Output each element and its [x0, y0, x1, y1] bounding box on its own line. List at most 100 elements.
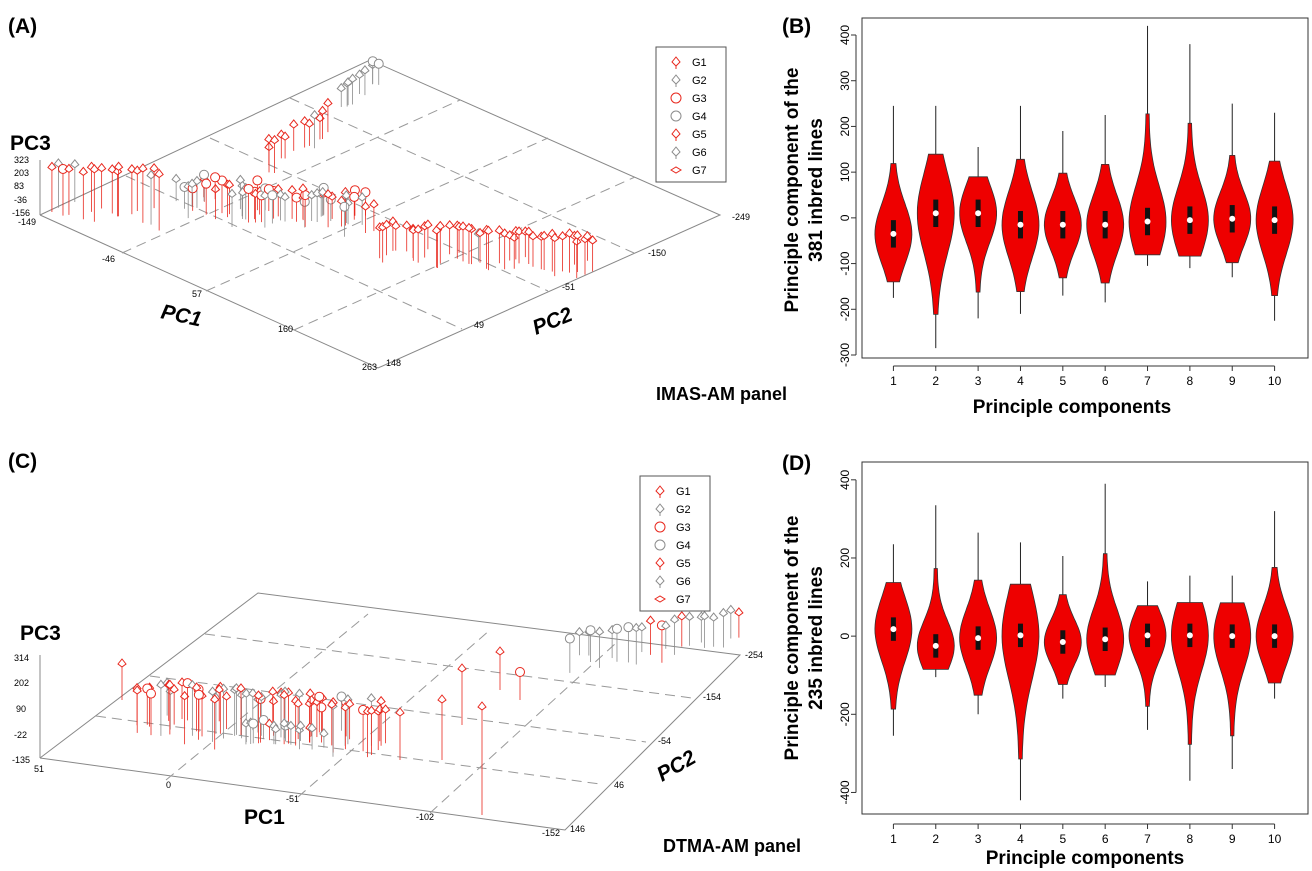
- violin: [1128, 581, 1167, 730]
- x-tick-label: 7: [1144, 832, 1151, 846]
- legend-entry: G3: [670, 92, 707, 105]
- panel-a-pc1-tick: -46: [102, 254, 115, 264]
- legend-label: G1: [692, 57, 707, 69]
- x-tick-label: 1: [890, 832, 897, 846]
- scatter-point: [572, 236, 582, 278]
- violin: [916, 505, 955, 678]
- scatter-point: [564, 633, 575, 673]
- panel-a-letter: (A): [8, 15, 37, 38]
- x-tick-label: 8: [1187, 374, 1194, 388]
- panel-c-pc3-label: PC3: [20, 622, 61, 645]
- panel-c-3d-box: [39, 592, 742, 831]
- scatter-point: [295, 720, 306, 741]
- y-tick-label: 300: [838, 70, 852, 90]
- scatter-point: [515, 667, 525, 700]
- violin-median: [1186, 632, 1193, 639]
- panel-c-pc1-tick: 51: [34, 764, 44, 774]
- scatter-point: [210, 172, 221, 200]
- scatter-point: [357, 192, 367, 225]
- x-tick-label: 4: [1017, 374, 1024, 388]
- panel-b-letter: (B): [782, 15, 811, 38]
- scatter-point: [304, 118, 315, 146]
- scatter-point: [248, 718, 259, 744]
- scatter-point: [317, 186, 328, 216]
- violin-body: [1086, 553, 1125, 676]
- violin: [1255, 112, 1294, 321]
- legend-label: G4: [676, 540, 691, 552]
- scatter-point: [699, 610, 710, 648]
- scatter-point: [149, 163, 159, 209]
- x-tick-label: 1: [890, 374, 897, 388]
- scatter-point: [235, 174, 246, 210]
- panel-c-gridlines: [95, 613, 693, 814]
- panel-a-pc1-tick: 263: [362, 362, 377, 372]
- panel-d-xlabel: Principle components: [986, 848, 1184, 869]
- scatter-point: [280, 131, 290, 159]
- legend-label: G6: [676, 576, 691, 588]
- panel-c-pc2-tick: 146: [570, 824, 585, 834]
- scatter-point: [327, 699, 337, 746]
- scatter-point: [528, 230, 538, 267]
- scatter-point: [509, 232, 519, 269]
- scatter-point: [319, 728, 329, 748]
- violin-median: [1144, 218, 1151, 225]
- scatter-point: [341, 190, 352, 224]
- violin-median: [975, 210, 982, 217]
- scatter-point: [47, 161, 57, 212]
- scatter-point: [289, 119, 299, 151]
- violin-body: [874, 582, 913, 710]
- scatter-point: [435, 220, 445, 264]
- panel-c-pc3-tick: -22: [14, 730, 27, 740]
- violin-body: [916, 153, 955, 315]
- legend-entry: G5: [671, 128, 707, 141]
- legend-entry: G1: [655, 485, 691, 498]
- violin-median: [1271, 217, 1278, 224]
- panel-d: (D) -400 -200 0 200 400 1 2 3 4 5 6 7 8 9 10 Principl…: [782, 452, 1309, 869]
- scatter-point: [236, 689, 247, 739]
- violin: [1086, 115, 1125, 303]
- panel-c-scatter: [117, 604, 744, 815]
- legend-label: G5: [676, 558, 691, 570]
- scatter-point: [236, 683, 246, 736]
- scatter-point: [293, 698, 303, 740]
- scatter-point: [495, 646, 505, 690]
- panel-a-pc1-tick: -149: [18, 217, 36, 227]
- legend-label: G4: [692, 111, 707, 123]
- scatter-point: [444, 220, 455, 255]
- x-tick-label: 10: [1268, 832, 1282, 846]
- legend-symbol: [671, 146, 681, 159]
- panel-d-letter: (D): [782, 452, 811, 475]
- legend-label: G7: [676, 594, 691, 606]
- scatter-point: [117, 658, 127, 700]
- scatter-point: [360, 65, 370, 96]
- scatter-point: [78, 166, 89, 220]
- scatter-point: [243, 183, 254, 223]
- panel-a-pc3-tick: -36: [14, 195, 27, 205]
- x-tick-label: 4: [1017, 832, 1024, 846]
- legend-symbol: [670, 110, 682, 122]
- scatter-point: [314, 691, 325, 733]
- scatter-point: [187, 178, 197, 207]
- x-tick-label: 6: [1102, 832, 1109, 846]
- legend-label: G7: [692, 165, 707, 177]
- x-tick-label: 2: [932, 832, 939, 846]
- y-tick-label: 0: [838, 632, 852, 639]
- scatter-point: [437, 694, 447, 760]
- panel-b-y-axis: -300 -200 -100 0 100 200 300 400: [838, 25, 857, 367]
- legend-symbol: [670, 166, 682, 174]
- scatter-point: [70, 159, 80, 203]
- violin: [1213, 575, 1252, 770]
- scatter-point: [594, 626, 605, 668]
- scatter-point: [366, 705, 377, 756]
- scatter-point: [369, 198, 379, 232]
- violin-body: [1001, 583, 1040, 760]
- scatter-point: [413, 224, 423, 263]
- panel-c: (C) PC3 -135 -22 90 202 314 51 0 -51 -10…: [8, 450, 801, 856]
- scatter-point: [726, 604, 736, 639]
- scatter-point: [580, 233, 590, 275]
- scatter-point: [587, 235, 598, 272]
- scatter-point: [57, 163, 68, 216]
- violin: [1213, 103, 1252, 278]
- scatter-point: [258, 715, 269, 740]
- violin-body: [959, 176, 997, 293]
